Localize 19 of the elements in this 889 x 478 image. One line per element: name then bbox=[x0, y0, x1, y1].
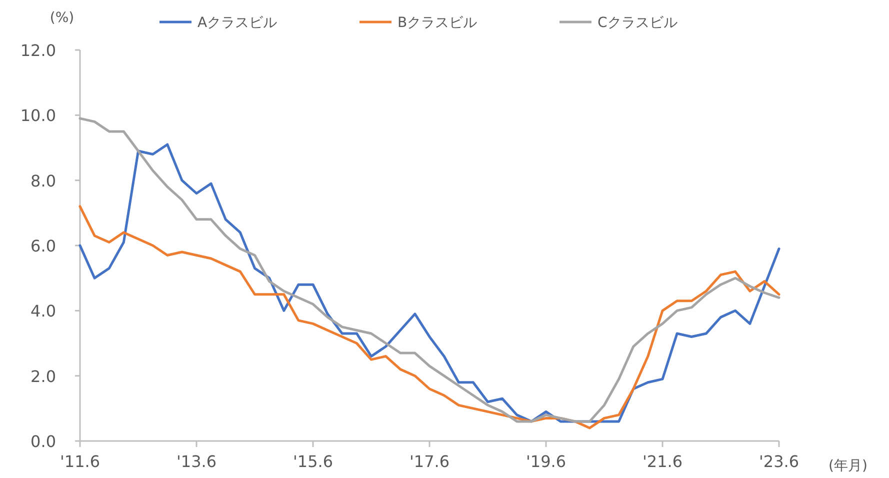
x-tick-label: '23.6 bbox=[758, 452, 800, 471]
x-axis-title: (年月) bbox=[828, 458, 868, 474]
y-tick-label: 8.0 bbox=[30, 171, 56, 190]
x-tick-label: '15.6 bbox=[292, 452, 334, 471]
legend-label: Aクラスビル bbox=[198, 15, 278, 31]
y-tick-label: 4.0 bbox=[30, 302, 56, 321]
x-tick-label: '11.6 bbox=[60, 452, 100, 471]
y-tick-label: 2.0 bbox=[30, 366, 56, 386]
legend-label: Bクラスビル bbox=[398, 15, 478, 31]
x-tick-label: '21.6 bbox=[642, 452, 683, 471]
x-tick-label: '19.6 bbox=[526, 452, 566, 471]
y-tick-label: 6.0 bbox=[30, 236, 56, 256]
y-axis-title: (%) bbox=[50, 10, 74, 26]
y-tick-label: 12.0 bbox=[20, 41, 56, 60]
y-tick-label: 0.0 bbox=[30, 432, 56, 451]
y-tick-label: 10.0 bbox=[20, 106, 56, 126]
x-tick-label: '13.6 bbox=[176, 452, 217, 471]
x-tick-label: '17.6 bbox=[409, 452, 450, 471]
legend-label: Cクラスビル bbox=[598, 15, 678, 31]
